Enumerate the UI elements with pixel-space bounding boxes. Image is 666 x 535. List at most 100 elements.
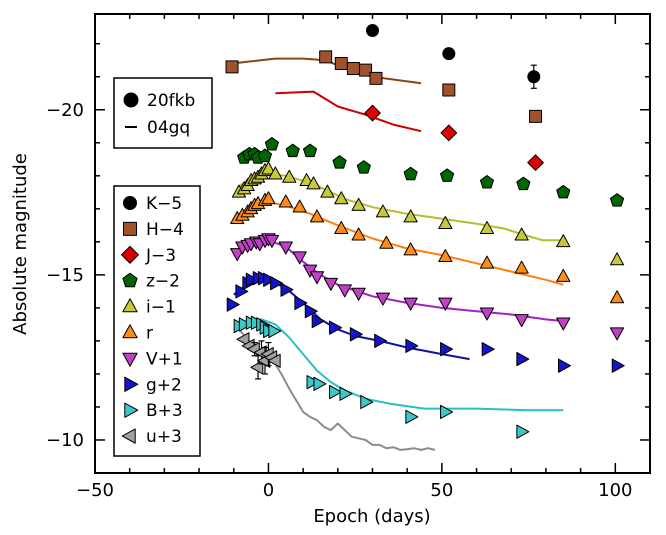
- point-z: [556, 184, 571, 199]
- point-g: [280, 282, 294, 297]
- legend-label: H−4: [146, 220, 184, 240]
- point-z: [303, 143, 318, 158]
- legend-label: V+1: [146, 349, 183, 369]
- point-V: [375, 292, 391, 306]
- legend-label: r: [146, 324, 153, 344]
- point-i: [438, 215, 453, 229]
- point-z: [479, 175, 495, 189]
- point-g: [374, 333, 388, 349]
- point-g: [440, 342, 454, 357]
- legend-marker-J: [121, 245, 139, 264]
- point-B: [306, 375, 320, 390]
- point-r: [609, 290, 625, 304]
- point-r: [379, 235, 394, 249]
- point-B: [339, 386, 353, 401]
- point-z: [440, 168, 455, 182]
- legend-label: 20fkb: [147, 91, 195, 111]
- x-tick-label: 100: [598, 480, 632, 501]
- point-r: [479, 255, 495, 269]
- legend-label: u+3: [146, 427, 182, 447]
- point-r: [278, 194, 293, 208]
- legend-label: K−5: [146, 194, 182, 214]
- point-B: [313, 376, 327, 391]
- point-r: [309, 209, 325, 223]
- point-B: [360, 394, 374, 410]
- point-g: [611, 358, 625, 373]
- legend-marker-z: [122, 272, 138, 288]
- point-i: [351, 197, 366, 211]
- point-J: [527, 154, 544, 171]
- point-J: [364, 104, 381, 122]
- legend-objects-box: [113, 77, 213, 149]
- point-g: [245, 272, 259, 287]
- point-K: [366, 24, 379, 38]
- point-g: [349, 327, 363, 342]
- point-i: [334, 191, 349, 205]
- plot-frame: [94, 13, 651, 474]
- point-g: [557, 358, 571, 373]
- point-B: [268, 323, 282, 339]
- point-J: [440, 124, 458, 142]
- point-i: [403, 209, 418, 223]
- data-points: [225, 24, 625, 439]
- point-H: [369, 71, 383, 85]
- point-V: [438, 297, 453, 311]
- point-H: [346, 61, 360, 75]
- point-B: [405, 409, 419, 424]
- legend-marker-B: [124, 402, 139, 418]
- x-tick-label: 0: [263, 480, 274, 501]
- point-i: [514, 227, 529, 241]
- legend-marker-g: [124, 376, 139, 392]
- point-r: [334, 220, 349, 234]
- point-z: [257, 148, 273, 163]
- point-g: [294, 295, 308, 311]
- point-u: [236, 332, 250, 347]
- point-V: [609, 327, 625, 341]
- point-r: [438, 249, 453, 263]
- point-z: [403, 166, 418, 181]
- y-axis-title: Absolute magnitude: [10, 153, 31, 335]
- point-V: [292, 251, 307, 265]
- point-g: [311, 314, 325, 329]
- point-r: [261, 191, 276, 205]
- legend-marker-V: [122, 352, 138, 367]
- point-r: [403, 242, 418, 256]
- point-B: [440, 404, 454, 420]
- legend-label: 04gq: [147, 118, 190, 138]
- legend-label: i−1: [146, 298, 176, 318]
- point-H: [319, 50, 333, 64]
- point-K: [527, 70, 541, 84]
- model-line-B: [247, 318, 564, 412]
- legend-marker-u: [121, 428, 136, 444]
- point-K: [442, 47, 456, 61]
- axes: −50 0 50 100 −10 −15 −20: [46, 14, 651, 501]
- point-i: [320, 184, 335, 198]
- point-g: [516, 351, 530, 367]
- legend-label: J−3: [145, 246, 176, 266]
- point-g: [405, 338, 419, 353]
- point-g: [481, 342, 495, 357]
- point-V: [278, 241, 293, 255]
- model-line-J: [275, 90, 422, 133]
- y-tick-label: −10: [46, 430, 84, 451]
- point-V: [230, 248, 245, 262]
- x-tick-label: 50: [430, 480, 453, 501]
- point-z: [332, 155, 347, 169]
- point-z: [285, 143, 300, 158]
- point-g: [263, 272, 277, 287]
- point-V: [337, 284, 352, 298]
- y-tick-label: −15: [46, 265, 84, 286]
- point-u: [267, 353, 281, 368]
- point-B: [238, 317, 252, 332]
- point-g: [270, 276, 284, 291]
- point-H: [529, 109, 543, 123]
- point-i: [556, 234, 571, 248]
- point-V: [514, 314, 529, 328]
- legend-label: B+3: [146, 401, 183, 421]
- legend-label: z−2: [146, 272, 180, 292]
- point-z: [609, 193, 625, 207]
- point-V: [309, 271, 325, 285]
- point-g: [226, 297, 240, 312]
- point-H: [334, 57, 348, 71]
